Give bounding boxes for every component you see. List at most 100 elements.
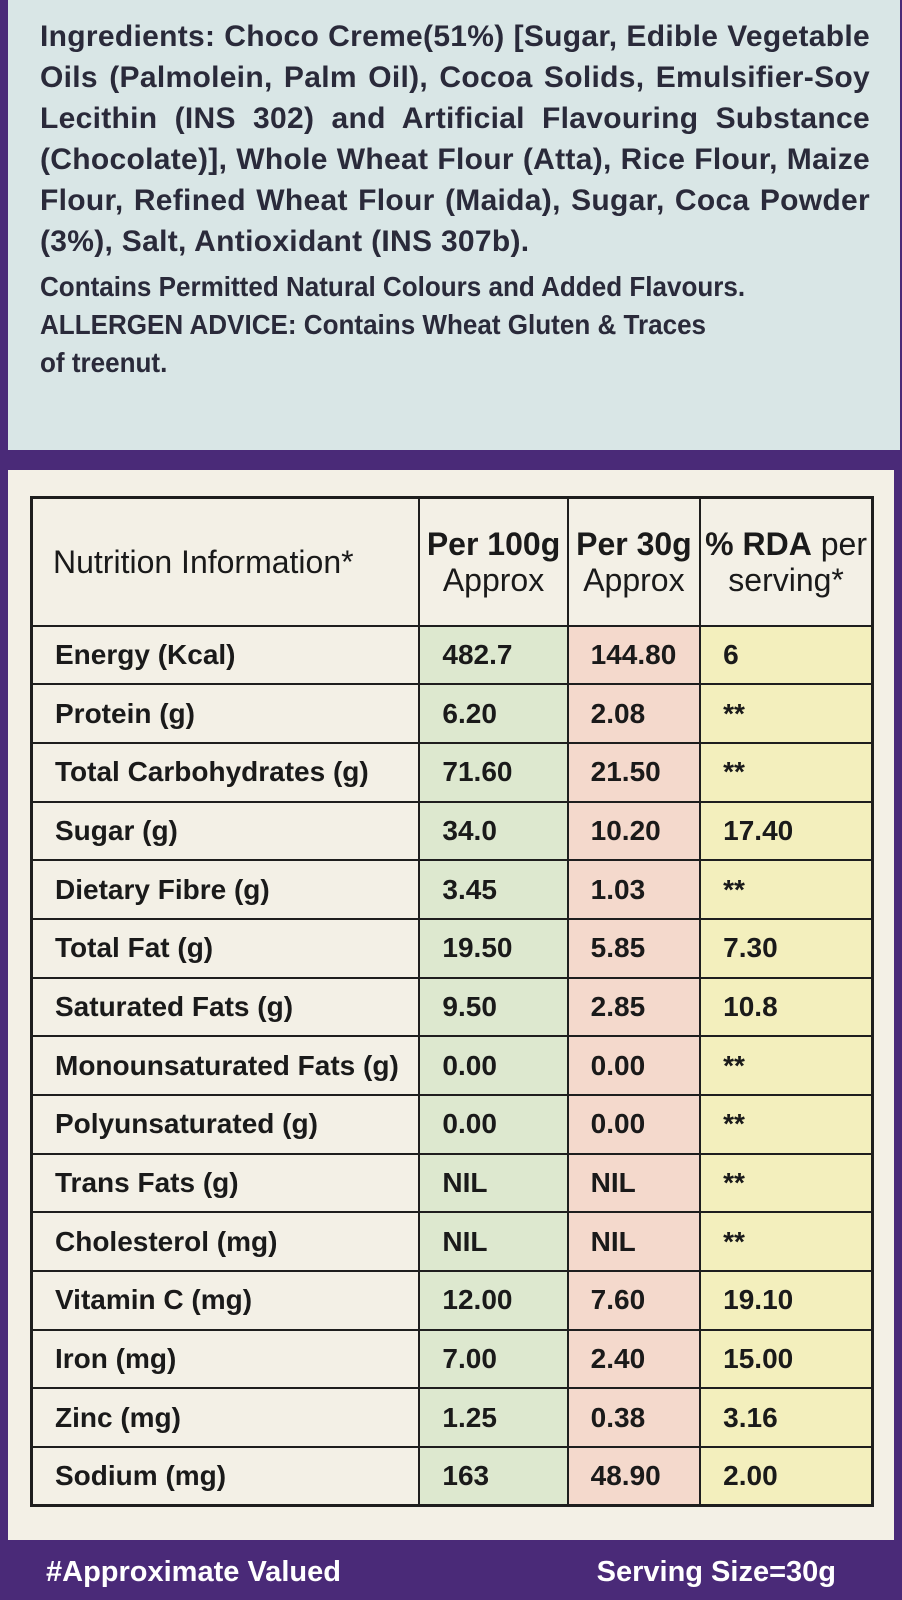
rda-value: 3.16 <box>699 1387 874 1449</box>
rda-value: 6 <box>699 624 874 686</box>
table-row: Protein (g) 6.20 2.08 ** <box>30 683 874 744</box>
table-row: Sodium (mg) 163 48.90 2.00 <box>30 1446 874 1507</box>
per30-value: 2.85 <box>566 976 702 1038</box>
rda-value: 19.10 <box>699 1270 874 1331</box>
allergen-advice-line1: ALLERGEN ADVICE: Contains Wheat Gluten &… <box>40 309 707 340</box>
per30-value: NIL <box>566 1152 702 1214</box>
col-header-per30-line1: Per 30g <box>576 525 692 562</box>
per30-value: 2.40 <box>566 1328 702 1390</box>
rda-value: 10.8 <box>699 976 874 1038</box>
per30-value: 10.20 <box>566 800 702 862</box>
approximate-note: #Approximate Valued <box>46 1556 341 1588</box>
nutrient-label: Monounsaturated Fats (g) <box>30 1035 421 1096</box>
rda-value: ** <box>699 683 874 744</box>
table-row: Zinc (mg) 1.25 0.38 3.16 <box>30 1387 874 1449</box>
table-row: Monounsaturated Fats (g) 0.00 0.00 ** <box>30 1035 874 1096</box>
per100-value: 12.00 <box>418 1270 569 1331</box>
col-header-per30-line2: Approx <box>583 561 685 598</box>
per100-value: 6.20 <box>418 683 569 744</box>
rda-value: 15.00 <box>699 1328 874 1390</box>
col-header-per100: Per 100g Approx <box>418 496 569 627</box>
per30-value: 5.85 <box>566 917 702 979</box>
per100-value: 1.25 <box>418 1387 569 1449</box>
table-row: Cholesterol (mg) NIL NIL ** <box>30 1211 874 1273</box>
table-row: Energy (Kcal) 482.7 144.80 6 <box>30 624 874 686</box>
per100-value: 482.7 <box>418 624 569 686</box>
table-row: Iron (mg) 7.00 2.40 15.00 <box>30 1328 874 1390</box>
footer: #Approximate Valued Serving Size=30g <box>0 1554 902 1600</box>
per30-value: 144.80 <box>566 624 702 686</box>
rda-value: 7.30 <box>699 917 874 979</box>
per30-value: 2.08 <box>566 683 702 744</box>
per30-value: NIL <box>566 1211 702 1273</box>
per30-value: 21.50 <box>566 741 702 803</box>
table-row: Dietary Fibre (g) 3.45 1.03 ** <box>30 859 874 920</box>
per100-value: NIL <box>418 1211 569 1273</box>
nutrient-label: Trans Fats (g) <box>30 1152 421 1214</box>
table-row: Polyunsaturated (g) 0.00 0.00 ** <box>30 1094 874 1155</box>
col-header-rda-line1a: % RDA <box>705 525 812 562</box>
table-row: Vitamin C (mg) 12.00 7.60 19.10 <box>30 1270 874 1331</box>
per100-value: 163 <box>418 1446 569 1507</box>
rda-value: ** <box>699 859 874 920</box>
per100-value: 3.45 <box>418 859 569 920</box>
table-row: Trans Fats (g) NIL NIL ** <box>30 1152 874 1214</box>
col-header-per30: Per 30g Approx <box>566 496 702 627</box>
rda-value: ** <box>699 1094 874 1155</box>
col-header-rda: % RDA per serving* <box>699 496 874 627</box>
col-header-per100-line2: Approx <box>442 561 545 598</box>
colours-note: Contains Permitted Natural Colours and A… <box>40 271 746 302</box>
nutrient-label: Vitamin C (mg) <box>30 1270 421 1331</box>
rda-value: ** <box>699 741 874 803</box>
nutrient-label: Saturated Fats (g) <box>30 976 421 1038</box>
table-row: Total Carbohydrates (g) 71.60 21.50 ** <box>30 741 874 803</box>
nutrient-label: Cholesterol (mg) <box>30 1211 421 1273</box>
allergen-advice-line2: of treenut. <box>40 347 168 378</box>
per30-value: 0.00 <box>566 1094 702 1155</box>
rda-value: ** <box>699 1211 874 1273</box>
colours-note-block: Contains Permitted Natural Colours and A… <box>40 268 877 382</box>
per100-value: 9.50 <box>418 976 569 1038</box>
per100-value: 34.0 <box>418 800 569 862</box>
per100-value: 7.00 <box>418 1328 569 1390</box>
nutrient-label: Protein (g) <box>30 683 421 744</box>
per100-value: 19.50 <box>418 917 569 979</box>
per100-value: 71.60 <box>418 741 569 803</box>
nutrient-label: Total Fat (g) <box>30 917 421 979</box>
per30-value: 48.90 <box>566 1446 702 1507</box>
nutrient-label: Sodium (mg) <box>30 1446 421 1507</box>
rda-value: ** <box>699 1035 874 1096</box>
nutrient-label: Total Carbohydrates (g) <box>30 741 421 803</box>
per100-value: NIL <box>418 1152 569 1214</box>
nutrient-label: Zinc (mg) <box>30 1387 421 1449</box>
col-header-rda-line2: serving* <box>728 561 844 598</box>
per30-value: 0.00 <box>566 1035 702 1096</box>
table-title: Nutrition Information* <box>30 496 421 627</box>
col-header-per100-line1: Per 100g <box>426 525 561 562</box>
nutrient-label: Sugar (g) <box>30 800 421 862</box>
rda-value: 17.40 <box>699 800 874 862</box>
nutrient-label: Dietary Fibre (g) <box>30 859 421 920</box>
col-header-rda-line1: % RDA per <box>705 526 867 562</box>
per30-value: 0.38 <box>566 1387 702 1449</box>
per100-value: 0.00 <box>418 1035 569 1096</box>
nutrition-panel: Nutrition Information* Per 100g Approx P… <box>8 470 894 1540</box>
rda-value: ** <box>699 1152 874 1214</box>
serving-size: Serving Size=30g <box>596 1556 836 1588</box>
table-header-row: Nutrition Information* Per 100g Approx P… <box>30 496 874 627</box>
col-header-rda-line1b: per <box>811 525 867 562</box>
per100-value: 0.00 <box>418 1094 569 1155</box>
nutrient-label: Polyunsaturated (g) <box>30 1094 421 1155</box>
per30-value: 7.60 <box>566 1270 702 1331</box>
table-row: Saturated Fats (g) 9.50 2.85 10.8 <box>30 976 874 1038</box>
ingredients-text: Ingredients: Choco Creme(51%) [Sugar, Ed… <box>40 20 870 258</box>
table-row: Total Fat (g) 19.50 5.85 7.30 <box>30 917 874 979</box>
table-row: Sugar (g) 34.0 10.20 17.40 <box>30 800 874 862</box>
nutrient-label: Energy (Kcal) <box>30 624 421 686</box>
per30-value: 1.03 <box>566 859 702 920</box>
nutrition-table: Nutrition Information* Per 100g Approx P… <box>30 496 874 1508</box>
ingredients-panel: Ingredients: Choco Creme(51%) [Sugar, Ed… <box>8 0 900 450</box>
nutrient-label: Iron (mg) <box>30 1328 421 1390</box>
rda-value: 2.00 <box>699 1446 874 1507</box>
nutrition-table-body: Energy (Kcal) 482.7 144.80 6 Protein (g) 6.20… <box>30 624 874 1507</box>
